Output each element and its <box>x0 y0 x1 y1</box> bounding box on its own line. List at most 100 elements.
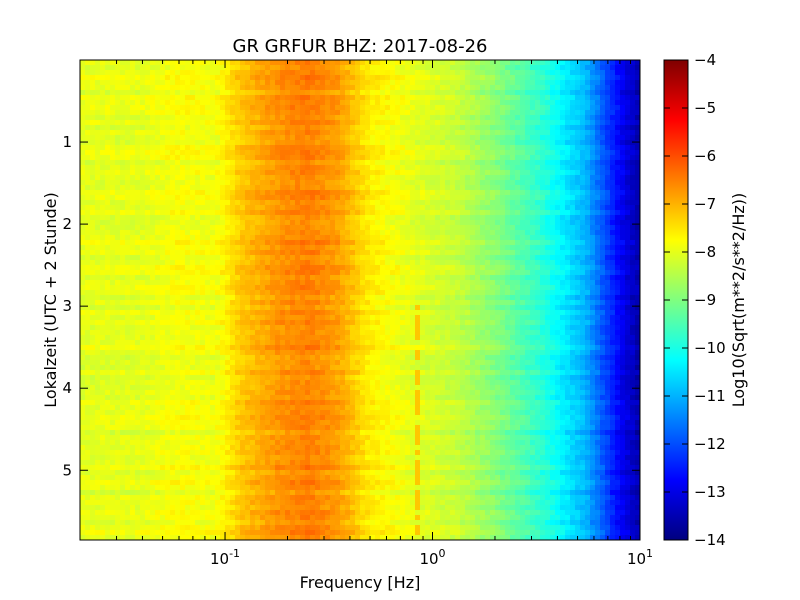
heatmap-cell <box>285 500 291 506</box>
heatmap-cell <box>185 430 191 436</box>
heatmap-cell <box>105 350 111 356</box>
heatmap-cell <box>220 410 226 416</box>
heatmap-cell <box>165 390 171 396</box>
heatmap-cell <box>265 105 271 111</box>
heatmap-cell <box>85 220 91 226</box>
heatmap-cell <box>160 195 166 201</box>
heatmap-cell <box>235 510 241 516</box>
heatmap-cell <box>170 515 176 521</box>
heatmap-cell <box>285 515 291 521</box>
heatmap-cell <box>155 150 161 156</box>
heatmap-cell <box>115 120 121 126</box>
heatmap-cell <box>285 360 291 366</box>
heatmap-cell <box>135 290 141 296</box>
heatmap-cell <box>245 90 251 96</box>
heatmap-cell <box>235 145 241 151</box>
heatmap-cell <box>335 175 341 181</box>
heatmap-cell <box>100 345 106 351</box>
heatmap-cell <box>85 165 91 171</box>
heatmap-cell <box>210 460 216 466</box>
heatmap-cell <box>250 345 256 351</box>
heatmap-cell <box>200 105 206 111</box>
heatmap-cell <box>230 80 236 86</box>
heatmap-cell <box>110 375 116 381</box>
heatmap-cell <box>210 265 216 271</box>
heatmap-cell <box>85 435 91 441</box>
heatmap-cell <box>155 315 161 321</box>
heatmap-cell <box>125 405 131 411</box>
heatmap-cell <box>200 320 206 326</box>
heatmap-cell <box>120 185 126 191</box>
heatmap-cell <box>250 385 256 391</box>
heatmap-cell <box>160 305 166 311</box>
heatmap-cell <box>110 200 116 206</box>
heatmap-cell <box>140 410 146 416</box>
heatmap-cell <box>170 135 176 141</box>
heatmap-cell <box>120 175 126 181</box>
heatmap-cell <box>330 515 336 521</box>
heatmap-cell <box>130 470 136 476</box>
heatmap-cell <box>190 320 196 326</box>
heatmap-cell <box>250 365 256 371</box>
heatmap-cell <box>100 445 106 451</box>
heatmap-cell <box>215 530 221 536</box>
heatmap-cell <box>290 295 296 301</box>
heatmap-cell <box>295 450 301 456</box>
heatmap-cell <box>245 330 251 336</box>
heatmap-cell <box>285 250 291 256</box>
heatmap-cell <box>295 80 301 86</box>
heatmap-cell <box>125 455 131 461</box>
heatmap-cell <box>205 475 211 481</box>
heatmap-cell <box>275 165 281 171</box>
heatmap-cell <box>255 485 261 491</box>
heatmap-cell <box>225 230 231 236</box>
heatmap-cell <box>95 380 101 386</box>
heatmap-cell <box>135 445 141 451</box>
heatmap-cell <box>275 120 281 126</box>
heatmap-cell <box>175 390 181 396</box>
heatmap-cell <box>210 380 216 386</box>
heatmap-cell <box>190 475 196 481</box>
heatmap-cell <box>290 505 296 511</box>
heatmap-cell <box>100 240 106 246</box>
heatmap-cell <box>200 325 206 331</box>
heatmap-cell <box>220 215 226 221</box>
heatmap-cell <box>255 260 261 266</box>
heatmap-cell <box>175 500 181 506</box>
heatmap-cell <box>295 115 301 121</box>
heatmap-cell <box>195 170 201 176</box>
heatmap-cell <box>215 310 221 316</box>
heatmap-cell <box>275 490 281 496</box>
heatmap-cell <box>260 435 266 441</box>
heatmap-cell <box>160 115 166 121</box>
heatmap-cell <box>125 265 131 271</box>
heatmap-cell <box>290 435 296 441</box>
heatmap-cell <box>190 70 196 76</box>
heatmap-cell <box>80 275 86 281</box>
heatmap-cell <box>230 320 236 326</box>
heatmap-cell <box>85 355 91 361</box>
heatmap-cell <box>125 535 131 540</box>
heatmap-cell <box>85 110 91 116</box>
heatmap-cell <box>300 115 306 121</box>
heatmap-cell <box>275 425 281 431</box>
heatmap-cell <box>255 185 261 191</box>
heatmap-cell <box>270 95 276 101</box>
heatmap-cell <box>325 275 331 281</box>
heatmap-cell <box>210 155 216 161</box>
heatmap-cell <box>125 125 131 131</box>
heatmap-cell <box>275 170 281 176</box>
heatmap-cell <box>150 105 156 111</box>
heatmap-cell <box>330 315 336 321</box>
heatmap-cell <box>235 125 241 131</box>
heatmap-cell <box>280 435 286 441</box>
heatmap-cell <box>140 95 146 101</box>
heatmap-cell <box>90 80 96 86</box>
heatmap-cell <box>140 195 146 201</box>
heatmap-cell <box>80 510 86 516</box>
heatmap-cell <box>195 530 201 536</box>
heatmap-cell <box>330 500 336 506</box>
heatmap-cell <box>160 265 166 271</box>
heatmap-cell <box>235 275 241 281</box>
heatmap-cell <box>305 285 311 291</box>
